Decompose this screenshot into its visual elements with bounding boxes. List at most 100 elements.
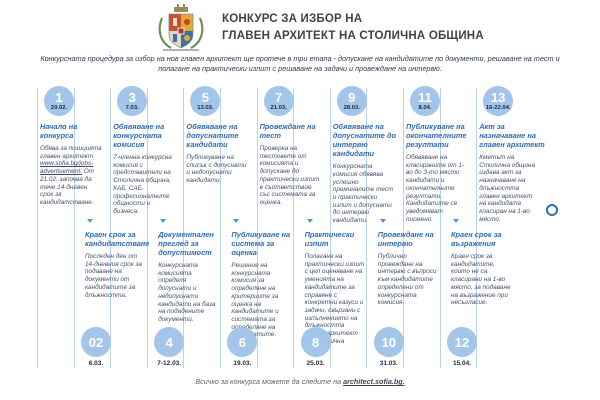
step-title: Практически изпит: [304, 230, 355, 249]
step-date: 21.03.: [270, 105, 287, 111]
step-number: 9: [348, 90, 356, 105]
step-date: 16-22.04.: [485, 105, 511, 111]
step-title: Обявяване на допуснатите кандидати: [186, 122, 239, 150]
step-number: 1: [55, 90, 63, 105]
timeline-item: Практически изпит Полагане на практически…: [300, 219, 367, 372]
step-description: 7-членна конкурсна комисия с представите…: [113, 154, 172, 215]
step-description: Проверка на тестовете от комисията и доп…: [259, 145, 320, 206]
timeline-item: 13 16-22.04. Акт за назначаване на главен …: [479, 86, 545, 223]
step-title: Провеждане на интервю: [377, 230, 434, 249]
step-circle: 02: [81, 327, 111, 357]
step-circle: 4: [154, 327, 185, 357]
step-title: Начало на конкурса: [40, 122, 78, 141]
step-description: Кметът на Столична община издава акт за …: [479, 154, 535, 223]
step-date: 15.04.: [452, 360, 472, 367]
coat-of-arms-icon: [158, 4, 204, 51]
step-circle: 7 21.03.: [263, 86, 294, 116]
timeline-item: Провеждане на интервю Публично провеждане…: [373, 219, 440, 372]
timeline-column-line: [256, 88, 258, 368]
down-arrow-icon: [379, 219, 386, 223]
timeline-column-line: [37, 88, 38, 368]
step-number: 6: [238, 334, 246, 350]
timeline-item: 5 13.03. Обявяване на допуснатите кандидат…: [186, 86, 252, 185]
step-title: Обявяване на конкурсната комисия: [113, 122, 165, 150]
step-title: Публикуване на система за оценка: [231, 230, 291, 258]
page-title: КОНКУРС ЗА ИЗБОР НА ГЛАВЕН АРХИТЕКТ НА С…: [222, 11, 484, 46]
timeline-column-line: [403, 88, 404, 368]
timeline-column-line: [439, 88, 441, 368]
step-number: 8: [311, 334, 320, 350]
step-title: Акт за назначаване на главен архитект: [479, 122, 545, 150]
footer-note: Всичко за конкурса можете да следите на …: [0, 377, 600, 386]
timeline-item: Публикуване на система за оценка Решение …: [227, 219, 293, 372]
step-title: Документален преглед за допустимост: [158, 230, 214, 258]
step-circle: 11 8.04.: [410, 86, 440, 116]
step-number: 02: [88, 334, 104, 350]
step-circle: 1 20.02.: [44, 86, 74, 116]
timeline-end-marker: [546, 204, 558, 216]
step-number: 3: [128, 90, 136, 105]
step-circle: 3 7.03.: [117, 86, 148, 116]
down-arrow-icon: [306, 219, 313, 223]
step-number: 7: [274, 90, 283, 105]
timeline-column-line: [329, 88, 331, 368]
step-number: 5: [201, 90, 209, 105]
timeline-column-line: [73, 88, 75, 368]
timeline-column-line: [476, 88, 478, 368]
timeline-column-line: [146, 88, 148, 368]
timeline-item: 1 20.02. Начало на конкурса Обява за позици…: [40, 86, 106, 207]
step-number: 12: [454, 334, 470, 350]
step-description: Обява за позицията главен архитект www.s…: [40, 145, 102, 206]
timeline-item: Краен срок за възражения Краен срок за ка…: [447, 219, 513, 372]
timeline-column-line: [110, 88, 112, 368]
step-date: 25.03.: [306, 360, 325, 367]
timeline-item: 3 7.03. Обявяване на конкурсната комисия 7-…: [113, 86, 179, 216]
step-date: 13.03.: [197, 105, 214, 111]
timeline-item: 11 8.04. Публикуване на окончателните резу…: [406, 86, 472, 223]
step-circle: 10: [373, 327, 404, 357]
step-title: Обявяване на допуснатите до интервю канд…: [332, 122, 396, 159]
down-arrow-icon: [233, 219, 240, 223]
step-date: 20.02.: [50, 105, 68, 111]
step-date: 31.03.: [379, 360, 398, 367]
step-circle: 13 16-22.04.: [483, 86, 514, 116]
step-description: Обявяване на класираните от 1-во до 3-то…: [406, 154, 465, 223]
timeline-item: 9 28.03. Обявяване на допуснатите до интер…: [333, 86, 399, 225]
timeline-column-line: [366, 88, 368, 368]
step-description: Конкурсната комисията определя допуснати…: [158, 262, 216, 323]
step-date: 28.03.: [343, 105, 360, 111]
down-arrow-icon: [453, 219, 459, 223]
step-number: 13: [490, 90, 506, 105]
architect-sofia-link[interactable]: architect.sofia.bg.: [343, 377, 405, 386]
step-description: Последен ден от 14-дневния срок за подав…: [85, 253, 142, 299]
step-description: Публично провеждане на интервю с въпроси…: [377, 253, 437, 307]
timeline-item: Документален преглед за допустимост Конку…: [154, 219, 220, 372]
down-arrow-icon: [87, 219, 93, 223]
timeline-column-line: [220, 88, 221, 368]
page-title-line2: ГЛАВЕН АРХИТЕКТ НА СТОЛИЧНА ОБЩИНА: [222, 30, 484, 43]
jobs-advertisement-link[interactable]: www.sofia.bg/jobs-advertisement.: [40, 160, 94, 176]
down-arrow-icon: [160, 219, 167, 223]
step-number: 4: [165, 334, 173, 350]
step-title: Краен срок за възражения: [451, 230, 502, 249]
step-date: 7.03.: [125, 105, 139, 111]
timeline-column-line: [293, 88, 295, 368]
timeline-column-line: [183, 88, 185, 368]
step-number: 10: [381, 334, 397, 350]
step-circle: 8: [300, 327, 331, 357]
step-circle: 5 13.03.: [190, 86, 221, 116]
step-date: 19.03.: [233, 360, 252, 367]
step-number: 11: [418, 90, 432, 105]
step-description: Конкурсната комисия обявява успешно прем…: [332, 163, 394, 224]
timeline-item: 7 21.03. Провеждане на тест Проверка на тес…: [260, 86, 326, 207]
sofia-coat-of-arms-logo: [150, 4, 212, 59]
step-circle: 9 28.03.: [336, 86, 367, 116]
step-date: 8.04.: [418, 105, 432, 111]
page-title-line1: КОНКУРС ЗА ИЗБОР НА: [222, 13, 363, 25]
step-description: Публикуване на списък с допуснати и недо…: [186, 154, 247, 185]
step-title: Провеждане на тест: [259, 122, 316, 141]
step-date: 6.03.: [88, 360, 104, 367]
step-title: Публикуване на окончателните резултати: [406, 122, 467, 150]
step-date: 7-12.03.: [157, 360, 182, 367]
